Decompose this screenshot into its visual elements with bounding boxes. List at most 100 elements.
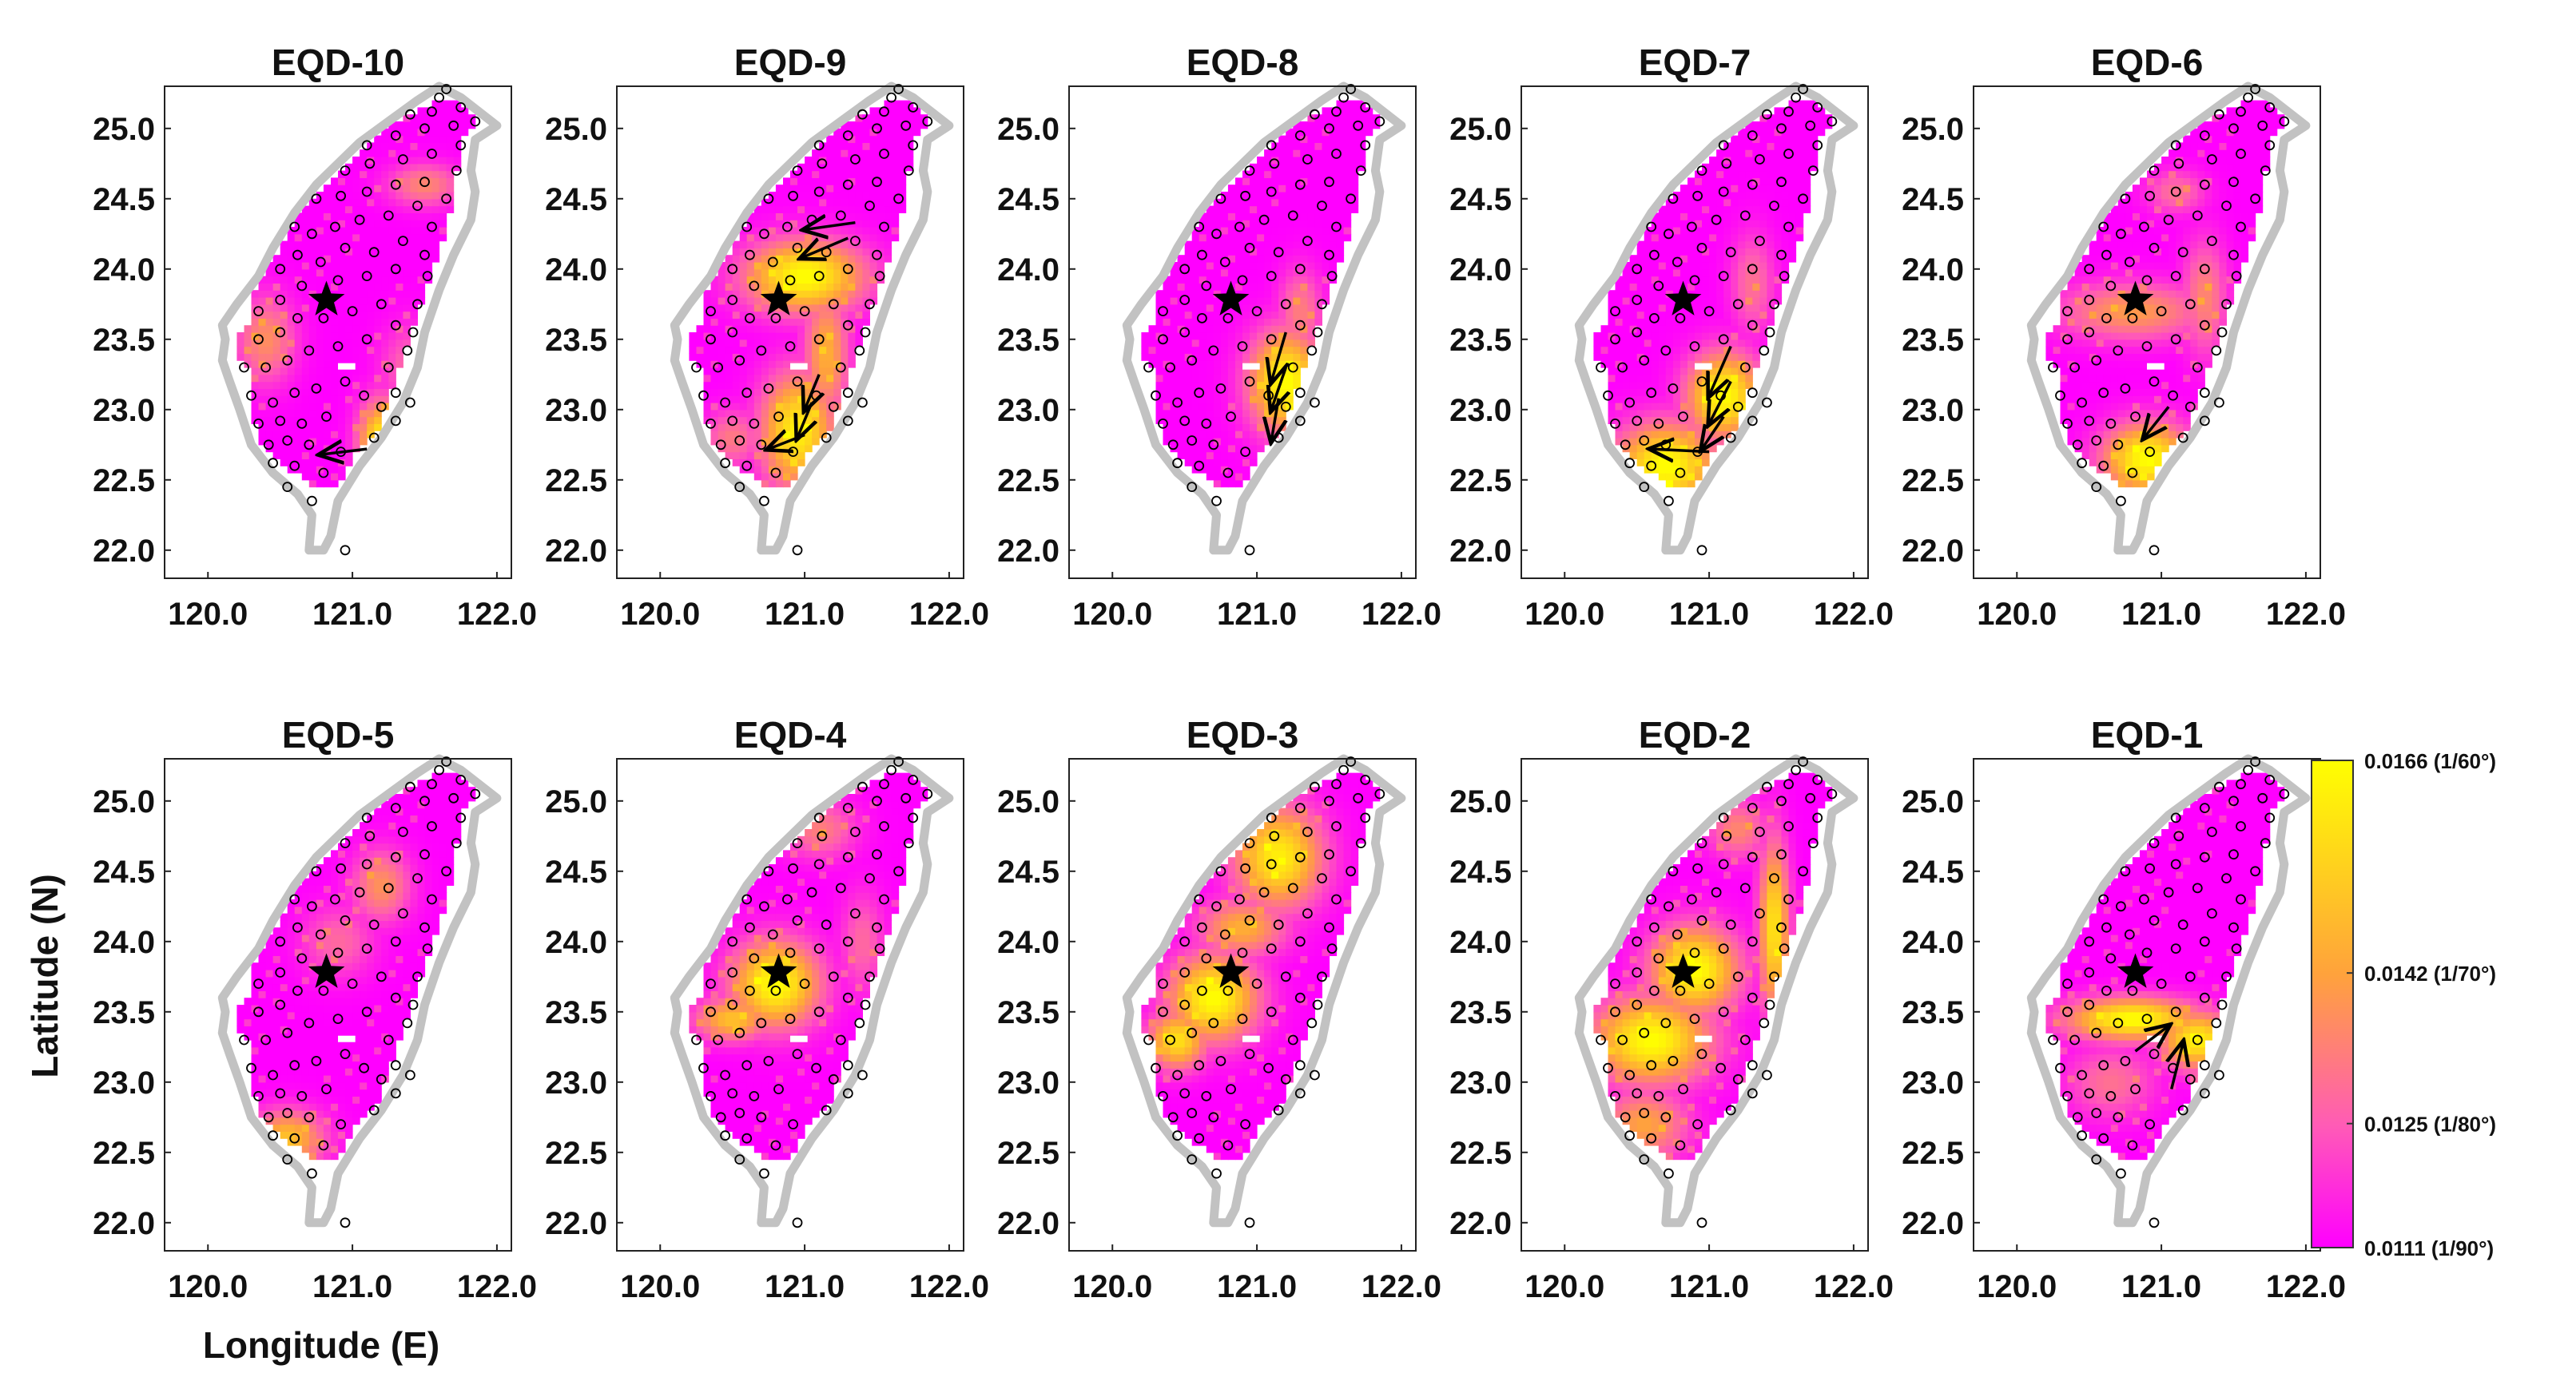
x-tick-label: 121.0 (1669, 597, 1749, 632)
station-marker (1187, 435, 1198, 446)
heatmap-cell (826, 423, 834, 431)
heatmap-cell (396, 121, 403, 129)
heatmap-cell (1752, 192, 1760, 200)
heatmap-cell (2081, 416, 2090, 424)
heatmap-cell (710, 423, 719, 431)
heatmap-cell (1163, 346, 1171, 354)
heatmap-cell (703, 290, 712, 298)
heatmap-cell (905, 157, 914, 165)
heatmap-cell (1781, 149, 1790, 157)
heatmap-cell (732, 339, 741, 347)
heatmap-cell (805, 290, 813, 298)
heatmap-cell (345, 416, 353, 424)
heatmap-cell (2067, 409, 2076, 418)
heatmap-cell (294, 360, 303, 368)
heatmap-cell (1767, 318, 1775, 326)
station-marker (720, 397, 730, 408)
heatmap-cell (797, 367, 805, 375)
heatmap-cell (1163, 395, 1171, 403)
heatmap-cell (280, 311, 288, 319)
heatmap-cell (251, 367, 260, 375)
heatmap-cell (345, 458, 353, 466)
heatmap-cell (1608, 367, 1616, 375)
heatmap-cell (1184, 451, 1193, 459)
heatmap-cell (746, 212, 755, 220)
heatmap-cell (703, 403, 712, 411)
heatmap-cell (410, 311, 418, 319)
heatmap-cell (833, 325, 841, 333)
heatmap-cell (855, 311, 863, 319)
heatmap-cell (1688, 192, 1695, 200)
heatmap-cell (2103, 262, 2112, 270)
heatmap-cell (805, 360, 813, 368)
axes-frame (1521, 85, 1869, 579)
heatmap-cell (761, 297, 769, 305)
heatmap-cell (1629, 403, 1638, 411)
heatmap-cell (431, 212, 440, 220)
heatmap-cell (768, 283, 777, 291)
heatmap-cell (2140, 233, 2148, 242)
heatmap-cell (1307, 177, 1315, 185)
heatmap-cell (1665, 255, 1674, 263)
heatmap-cell (388, 220, 396, 228)
station-marker (727, 295, 738, 305)
heatmap-cell (855, 177, 863, 185)
heatmap-cell (1307, 332, 1315, 340)
heatmap-cell (783, 409, 791, 418)
heatmap-cell (1314, 185, 1322, 192)
heatmap-cell (768, 409, 777, 418)
heatmap-cell (805, 198, 813, 207)
heatmap-cell (2140, 268, 2148, 277)
heatmap-cell (403, 268, 411, 277)
heatmap-cell (877, 185, 885, 192)
heatmap-cell (403, 149, 411, 157)
heatmap-cell (725, 297, 733, 305)
heatmap-cell (1672, 212, 1681, 220)
heatmap-cell (331, 431, 339, 438)
heatmap-cell (2074, 381, 2083, 389)
heatmap-cell (1300, 198, 1308, 207)
heatmap-cell (396, 255, 403, 263)
heatmap-cell (1709, 177, 1717, 185)
heatmap-cell (1672, 346, 1681, 354)
heatmap-cell (1615, 403, 1624, 411)
heatmap-cell (1688, 262, 1695, 270)
heatmap-cell (360, 423, 368, 431)
heatmap-cell (790, 318, 798, 326)
heatmap-cell (316, 353, 324, 361)
heatmap-cell (410, 318, 418, 326)
heatmap-cell (1644, 360, 1652, 368)
heatmap-cell (331, 423, 339, 431)
heatmap-cell (689, 339, 697, 347)
heatmap-cell (1213, 297, 1222, 305)
heatmap-cell (439, 107, 447, 115)
heatmap-cell (1723, 170, 1731, 178)
heatmap-cell (1716, 163, 1724, 172)
heatmap-cell (1307, 325, 1315, 333)
heatmap-cell (1307, 163, 1315, 172)
station-marker (1769, 200, 1779, 212)
station-marker (239, 362, 249, 373)
station-marker (713, 362, 723, 373)
heatmap-cell (280, 444, 288, 453)
heatmap-cell (1227, 451, 1236, 459)
heatmap-cell (841, 163, 849, 172)
heatmap-cell (388, 233, 396, 242)
heatmap-cell (783, 198, 791, 207)
heatmap-cell (2125, 212, 2133, 220)
heatmap-cell (746, 466, 755, 474)
x-tick-label: 121.0 (765, 597, 845, 632)
station-marker (1324, 123, 1334, 134)
heatmap-cell (1300, 121, 1308, 129)
heatmap-cell (1358, 128, 1366, 137)
heatmap-cell (1688, 451, 1695, 459)
heatmap-cell (1615, 311, 1624, 319)
heatmap-cell (1680, 409, 1688, 418)
station-marker (706, 334, 716, 345)
heatmap-cell (1622, 423, 1631, 431)
heatmap-cell (1271, 205, 1279, 213)
heatmap-cell (1286, 240, 1294, 248)
heatmap-cell (826, 227, 834, 235)
heatmap-cell (431, 135, 440, 143)
heatmap-cell (819, 403, 827, 411)
